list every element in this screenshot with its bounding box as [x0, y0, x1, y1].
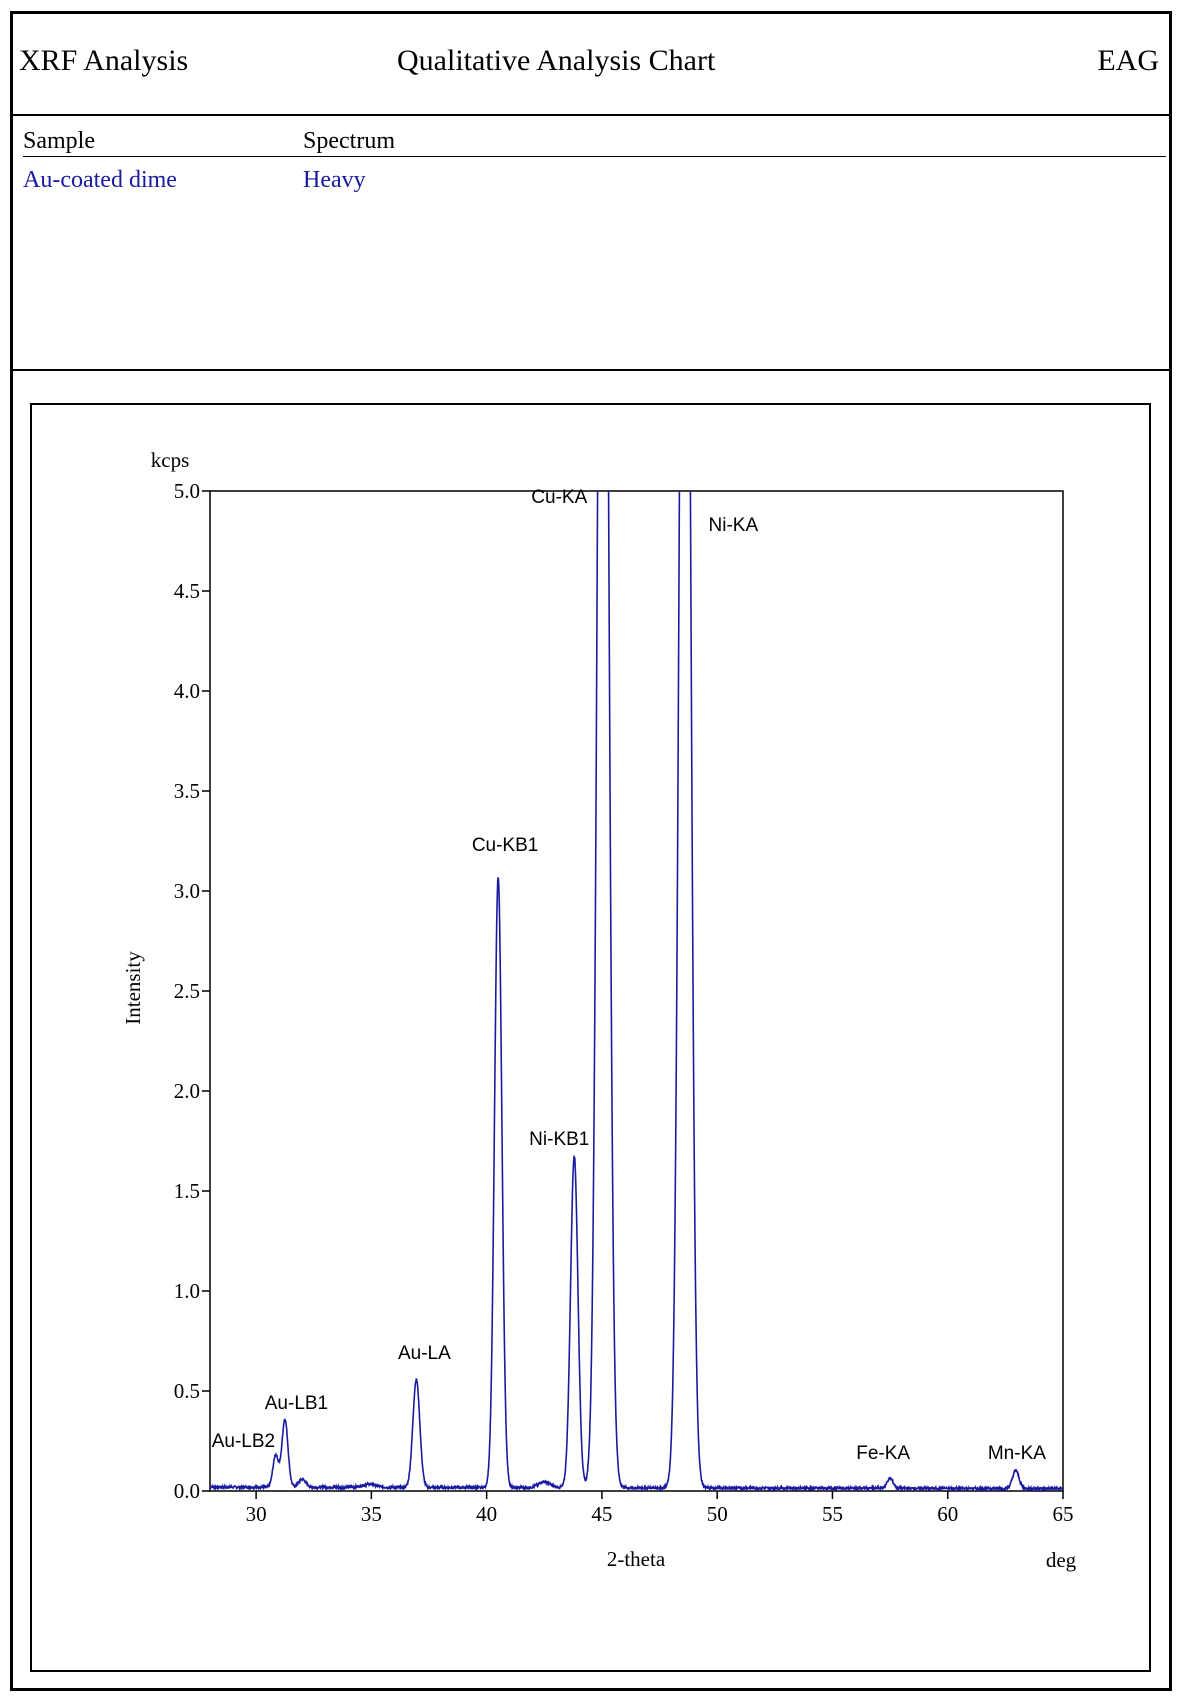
y-tick-label: 0.0 — [174, 1479, 200, 1503]
header-left-title: XRF Analysis — [19, 44, 189, 77]
y-tick-label: 0.5 — [174, 1379, 200, 1403]
sample-info-section: Sample Spectrum Au-coated dime Heavy — [13, 114, 1169, 371]
x-tick-label: 45 — [591, 1502, 612, 1526]
peak-labels: Au-LB2 Au-LB1 Au-LA Cu-KB1 Ni-KB1 Cu-KA Ni-KA F… — [212, 487, 1047, 1464]
report-frame: XRF Analysis Qualitative Analysis Chart … — [10, 11, 1172, 1691]
y-tick-label: 1.5 — [174, 1179, 200, 1203]
x-axis: 30 35 40 45 50 55 60 65 — [246, 1491, 1074, 1526]
peak-label: Mn-KA — [988, 1443, 1046, 1464]
y-tick-label: 2.0 — [174, 1079, 200, 1103]
x-tick-label: 30 — [246, 1502, 267, 1526]
y-unit-label: kcps — [151, 448, 190, 472]
y-axis: 0.0 0.5 1.0 1.5 2.0 2.5 3.0 3.5 4.0 4.5 5.0 — [174, 479, 210, 1503]
spectrum-value: Heavy — [303, 167, 366, 193]
x-tick-label: 35 — [361, 1502, 382, 1526]
x-tick-label: 55 — [822, 1502, 843, 1526]
plot-area — [209, 490, 1064, 1492]
peak-label: Au-LA — [398, 1343, 451, 1364]
chart-panel — [30, 403, 1151, 1672]
peak-label: Fe-KA — [856, 1443, 910, 1464]
peak-label: Ni-KA — [709, 515, 759, 536]
info-divider — [23, 156, 1166, 157]
peak-label: Cu-KB1 — [472, 835, 539, 856]
y-tick-label: 3.5 — [174, 779, 200, 803]
x-unit-label: deg — [1046, 1548, 1077, 1572]
y-tick-label: 4.0 — [174, 679, 200, 703]
x-axis-title: 2-theta — [607, 1547, 666, 1571]
header-right-brand: EAG — [1097, 44, 1159, 77]
peak-label: Au-LB2 — [212, 1431, 275, 1452]
report-header: XRF Analysis Qualitative Analysis Chart … — [13, 14, 1169, 116]
y-tick-label: 2.5 — [174, 979, 200, 1003]
y-tick-label: 5.0 — [174, 479, 200, 503]
x-tick-label: 60 — [937, 1502, 958, 1526]
header-center-title: Qualitative Analysis Chart — [397, 44, 716, 77]
x-tick-label: 65 — [1053, 1502, 1074, 1526]
spectrum-label: Spectrum — [303, 128, 395, 154]
x-tick-label: 40 — [476, 1502, 497, 1526]
x-tick-label: 50 — [707, 1502, 728, 1526]
y-tick-label: 1.0 — [174, 1279, 200, 1303]
sample-value: Au-coated dime — [23, 167, 177, 193]
peak-label: Cu-KA — [531, 487, 587, 508]
spectrum-line — [210, 491, 1063, 1491]
y-tick-label: 3.0 — [174, 879, 200, 903]
peak-label: Ni-KB1 — [529, 1129, 589, 1150]
peak-label: Au-LB1 — [265, 1393, 328, 1414]
y-axis-title: Intensity — [121, 951, 145, 1025]
sample-label: Sample — [23, 128, 95, 154]
y-tick-label: 4.5 — [174, 579, 200, 603]
